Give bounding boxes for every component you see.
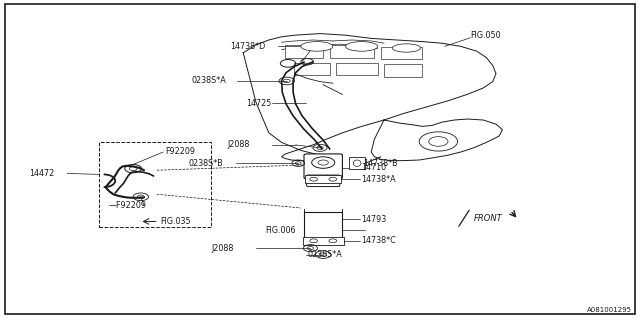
Bar bbox=[294, 63, 330, 75]
Text: FIG.050: FIG.050 bbox=[470, 31, 501, 40]
Text: 14725: 14725 bbox=[246, 99, 272, 108]
Text: 0238S*A: 0238S*A bbox=[192, 76, 227, 85]
Text: 14738*C: 14738*C bbox=[362, 236, 396, 245]
Ellipse shape bbox=[392, 44, 420, 52]
Text: —F92209: —F92209 bbox=[109, 201, 147, 210]
Text: FRONT: FRONT bbox=[474, 214, 502, 223]
FancyBboxPatch shape bbox=[304, 154, 342, 179]
Bar bbox=[384, 64, 422, 77]
Text: 14738*B: 14738*B bbox=[363, 159, 397, 168]
Text: 14793: 14793 bbox=[362, 215, 387, 224]
Text: 14738*D: 14738*D bbox=[230, 42, 266, 51]
Bar bbox=[349, 157, 365, 169]
Bar bbox=[99, 142, 211, 227]
Bar bbox=[303, 237, 344, 244]
Text: 14472: 14472 bbox=[29, 169, 54, 178]
Bar bbox=[336, 63, 378, 75]
Text: FIG.006: FIG.006 bbox=[266, 226, 296, 235]
Text: 14738*A: 14738*A bbox=[362, 175, 396, 184]
Bar bbox=[381, 47, 422, 59]
Text: A081001295: A081001295 bbox=[588, 307, 632, 313]
Text: 0238S*B: 0238S*B bbox=[189, 159, 223, 168]
Text: FIG.035: FIG.035 bbox=[160, 217, 191, 226]
Text: 0238S*A: 0238S*A bbox=[307, 250, 342, 259]
Text: 14710: 14710 bbox=[362, 164, 387, 172]
Text: J2088: J2088 bbox=[227, 140, 250, 149]
Bar bbox=[285, 45, 323, 58]
Text: J2088: J2088 bbox=[211, 244, 234, 253]
Ellipse shape bbox=[346, 42, 378, 51]
Bar bbox=[305, 175, 341, 183]
Text: F92209: F92209 bbox=[165, 148, 195, 156]
FancyBboxPatch shape bbox=[307, 175, 340, 187]
Bar bbox=[304, 212, 342, 239]
Ellipse shape bbox=[301, 42, 333, 51]
Ellipse shape bbox=[353, 160, 361, 166]
Bar bbox=[330, 45, 374, 58]
